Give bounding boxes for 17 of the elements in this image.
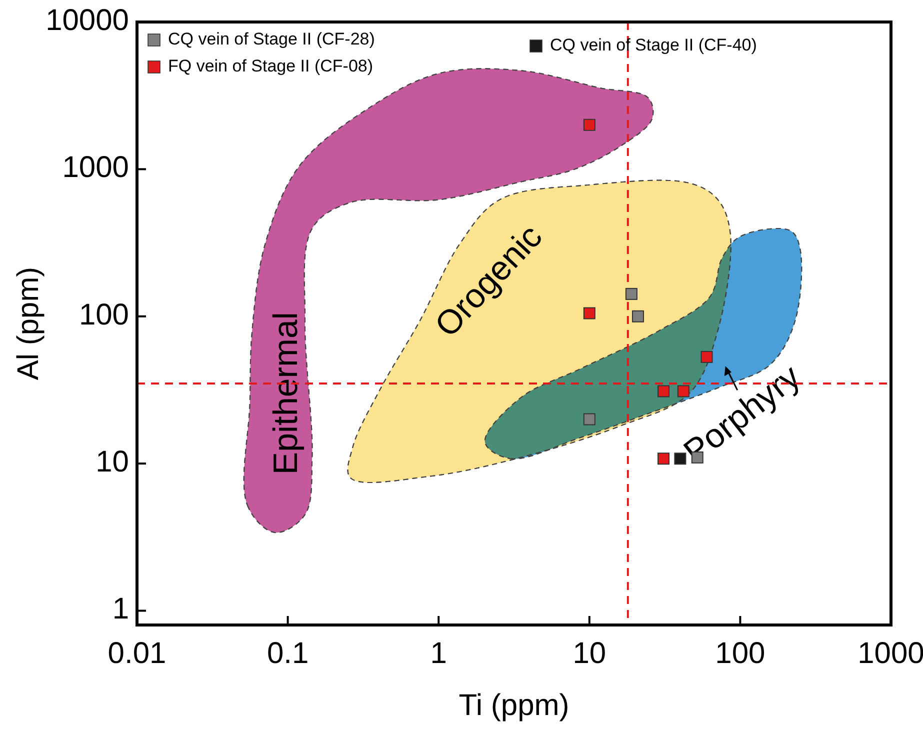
y-axis-title: Al (ppm) xyxy=(12,266,45,380)
legend-label: CQ vein of Stage II (CF-40) xyxy=(550,35,757,54)
x-tick-label: 1 xyxy=(430,637,447,670)
series-label: Epithermal xyxy=(266,312,305,475)
x-tick-label: 1000 xyxy=(858,637,923,670)
y-tick-label: 100 xyxy=(78,298,129,332)
legend-label: FQ vein of Stage II (CF-08) xyxy=(168,56,374,76)
x-tick-label: 10 xyxy=(572,637,606,670)
x-axis-title: Ti (ppm) xyxy=(458,689,570,722)
legend-label: CQ vein of Stage II (CF-28) xyxy=(168,29,375,48)
x-tick-label: 100 xyxy=(715,637,766,670)
y-tick-label: 1 xyxy=(112,592,129,626)
y-tick-label: 10 xyxy=(96,445,129,478)
y-tick-label: 10000 xyxy=(46,4,129,37)
y-tick-label: 1000 xyxy=(62,151,129,184)
x-tick-label: 0.1 xyxy=(266,637,309,670)
x-tick-label: 0.01 xyxy=(108,637,166,670)
